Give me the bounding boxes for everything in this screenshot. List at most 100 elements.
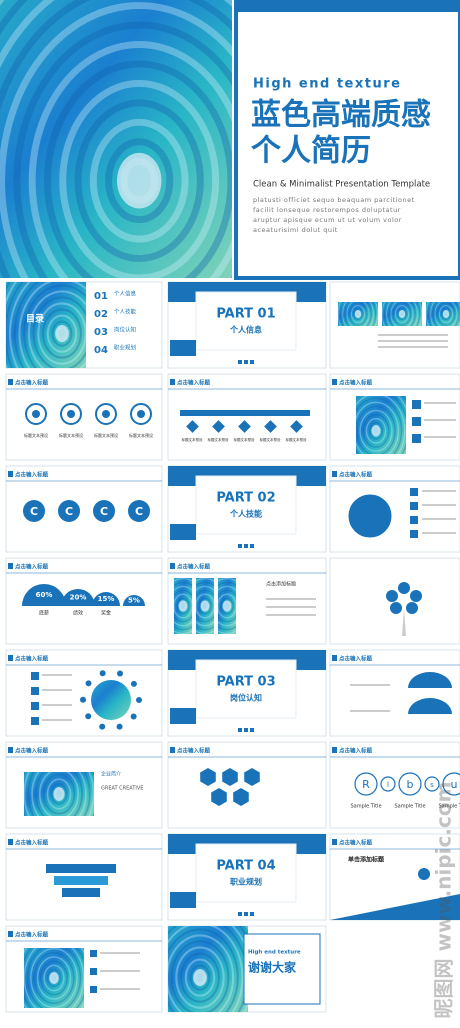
swirl-ring	[441, 307, 451, 321]
text: 点击输入标题	[15, 839, 49, 847]
text: Clean & Minimalist Presentation Template	[253, 180, 430, 190]
line-placeholder	[378, 340, 448, 342]
swirl-ring	[434, 302, 458, 326]
swirl-ring	[218, 581, 236, 631]
swirl-ring	[196, 593, 214, 619]
text: 单击添加标题	[348, 856, 385, 864]
swirl-ring	[26, 948, 82, 1008]
swirl-ring	[174, 581, 192, 631]
header-flag	[8, 471, 13, 477]
swirl-ring	[51, 320, 73, 347]
text: R	[362, 778, 370, 791]
text: 点击输入标题	[15, 379, 49, 387]
ring	[91, 680, 131, 720]
swirl-ring	[23, 284, 86, 368]
swirl-ring	[339, 302, 377, 326]
line-placeholder	[266, 598, 316, 600]
swirl-ring	[59, 79, 220, 278]
line-placeholder	[350, 684, 390, 686]
swirl-core	[371, 425, 381, 437]
dot	[238, 544, 242, 548]
text: 个人简历	[251, 134, 371, 169]
letter-circle	[380, 776, 396, 792]
swirl-core	[55, 325, 69, 343]
stack-layer	[46, 864, 116, 873]
timeline-diamond	[238, 420, 251, 433]
swirl-core	[116, 152, 162, 209]
ring-dot	[85, 713, 92, 720]
swirl-ring	[426, 302, 430, 326]
line-placeholder	[42, 674, 72, 676]
text: 企业简介	[101, 771, 121, 778]
text: 标题文本预设	[286, 437, 307, 442]
stack-layer	[54, 876, 108, 885]
swirl-core	[222, 600, 232, 612]
leaf	[386, 590, 398, 602]
wave	[330, 894, 460, 920]
text: 谢谢大家	[248, 960, 297, 975]
swirl-ring	[365, 417, 387, 444]
swirl-ring	[37, 302, 86, 365]
swirl-ring	[392, 302, 412, 326]
dot	[244, 912, 248, 916]
swirl-ring	[394, 305, 410, 323]
swirl-ring	[36, 956, 72, 1000]
list-icon	[410, 516, 418, 524]
swirl-ring	[168, 926, 244, 1012]
swirl-core	[49, 972, 59, 984]
part-corner	[170, 340, 196, 356]
swirl-image	[24, 948, 84, 1008]
text: 15%	[98, 595, 115, 603]
text: 岗位认知	[114, 326, 136, 334]
swirl-ring	[198, 597, 212, 615]
swirl-ring	[382, 302, 422, 326]
swirl-ring	[368, 421, 384, 440]
tree	[402, 608, 406, 636]
header-flag	[332, 655, 337, 661]
dot	[238, 728, 242, 732]
badge-letter: C	[30, 505, 38, 518]
icon-circle	[25, 403, 47, 425]
swirl-ring	[0, 2, 232, 278]
swirl-ring	[24, 948, 84, 1008]
line-placeholder	[100, 970, 140, 972]
dot	[250, 912, 254, 916]
num-box	[412, 434, 421, 443]
slide	[5, 649, 163, 737]
list-icon	[90, 986, 97, 993]
list-icon	[410, 502, 418, 510]
swirl-ring	[74, 99, 204, 263]
num-box	[412, 400, 421, 409]
text: PART 02	[216, 491, 275, 506]
swirl-ring	[105, 138, 174, 224]
swirl-ring	[33, 952, 75, 1004]
text: 点击输入标题	[15, 471, 49, 479]
text: 点击输入标题	[15, 931, 49, 939]
swirl-ring	[176, 597, 190, 615]
ring-dot	[130, 713, 137, 720]
swirl-ring	[362, 413, 390, 448]
swirl-ring	[38, 772, 80, 816]
swirl-ring	[338, 302, 378, 326]
line-placeholder	[378, 346, 448, 348]
letter-circle	[354, 772, 378, 796]
header-flag	[8, 839, 13, 845]
leaf	[398, 582, 410, 594]
header-flag	[170, 747, 175, 753]
swirl-ring	[42, 308, 82, 359]
swirl-ring	[32, 296, 86, 368]
text: u	[451, 778, 458, 791]
text: Sample Title	[350, 804, 381, 810]
half-disc	[408, 698, 452, 714]
line-placeholder	[42, 719, 72, 721]
text: facilit lonseque restorempos doluptatur	[253, 206, 401, 214]
part-box	[195, 291, 297, 351]
hexagon	[222, 768, 238, 786]
line-placeholder	[42, 689, 72, 691]
ring-dot	[136, 697, 142, 703]
icon-circle	[60, 403, 82, 425]
line-placeholder	[42, 704, 72, 706]
text: 标题文本预设	[234, 437, 255, 442]
text: platusti officiet sequo beaquam parcitio…	[253, 196, 415, 204]
